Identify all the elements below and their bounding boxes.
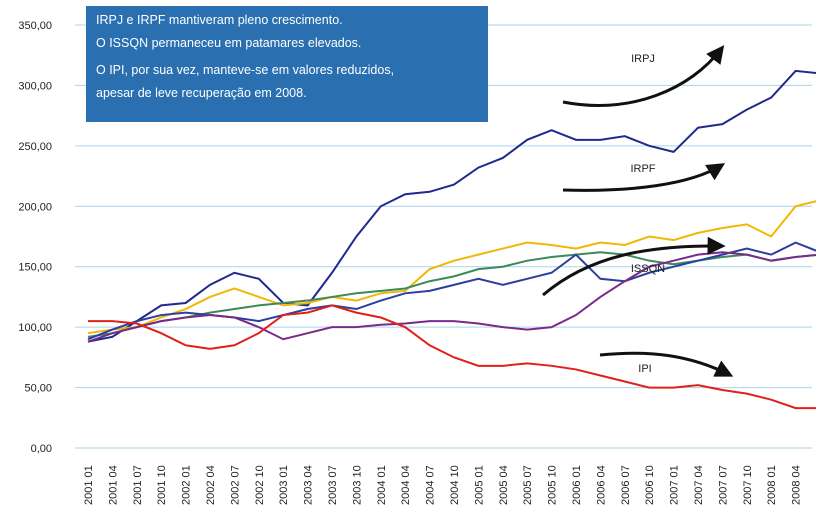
x-tick-label: 2008 04 <box>791 465 803 505</box>
annotation-text: O ISSQN permaneceu em patamares elevados… <box>96 36 361 50</box>
x-tick-label: 2002 10 <box>254 465 266 505</box>
x-tick-label: 2007 01 <box>669 465 681 505</box>
x-tick-label: 2005 10 <box>547 465 559 505</box>
y-tick-label: 0,00 <box>31 443 52 455</box>
series-label: IRPJ <box>631 53 655 65</box>
x-tick-label: 2004 04 <box>400 465 412 505</box>
x-tick-label: 2007 04 <box>693 465 705 505</box>
x-tick-label: 2003 01 <box>278 465 290 505</box>
series-line <box>87 251 816 343</box>
x-tick-label: 2004 07 <box>425 465 437 505</box>
y-tick-label: 100,00 <box>18 322 52 334</box>
x-tick-label: 2003 10 <box>351 465 363 505</box>
x-tick-label: 2006 10 <box>644 465 656 505</box>
series-label: IRPF <box>630 163 655 175</box>
x-tick-label: 2002 04 <box>205 465 217 505</box>
x-tick-label: 2006 04 <box>595 465 607 505</box>
series-line <box>87 69 816 343</box>
x-tick-label: 2005 01 <box>473 465 485 505</box>
arrow <box>599 351 734 377</box>
lines <box>87 69 816 410</box>
x-tick-label: 2005 07 <box>522 465 534 505</box>
arrow <box>562 45 725 107</box>
x-tick-label: 2002 07 <box>229 465 241 505</box>
y-tick-label: 300,00 <box>18 80 52 92</box>
x-tick-label: 2007 07 <box>717 465 729 505</box>
y-tick-label: 350,00 <box>18 20 52 32</box>
annotation-text: O IPI, por sua vez, manteve-se em valore… <box>96 63 394 77</box>
x-tick-label: 2007 10 <box>742 465 754 505</box>
series-line <box>87 200 816 335</box>
annotation-box <box>86 6 488 122</box>
x-tick-label: 2006 01 <box>571 465 583 505</box>
x-tick-label: 2002 01 <box>181 465 193 505</box>
x-tick-label: 2001 04 <box>107 465 119 505</box>
series-label: ISSQN <box>631 263 665 275</box>
x-tick-label: 2004 01 <box>376 465 388 505</box>
series-line <box>88 304 816 410</box>
x-tick-label: 2001 01 <box>83 465 95 505</box>
x-tick-label: 2006 07 <box>620 465 632 505</box>
annotation-text: IRPJ e IRPF mantiveram pleno crescimento… <box>96 13 343 27</box>
x-tick-label: 2008 01 <box>766 465 778 505</box>
x-tick-label: 2003 04 <box>303 465 315 505</box>
y-tick-label: 200,00 <box>18 201 52 213</box>
x-tick-label: 2003 07 <box>327 465 339 505</box>
y-tick-label: 250,00 <box>18 141 52 153</box>
arrow <box>562 163 726 192</box>
x-tick-label: 2004 10 <box>449 465 461 505</box>
series-label: IPI <box>638 363 651 375</box>
x-tick-label: 2001 07 <box>132 465 144 505</box>
y-tick-label: 150,00 <box>18 262 52 274</box>
x-tick-label: 2001 10 <box>156 465 168 505</box>
x-tick-label: 2005 04 <box>498 465 510 505</box>
y-tick-label: 50,00 <box>24 383 52 395</box>
series-line <box>87 241 816 341</box>
arrow <box>542 236 726 297</box>
annotation-text: apesar de leve recuperação em 2008. <box>96 86 307 100</box>
